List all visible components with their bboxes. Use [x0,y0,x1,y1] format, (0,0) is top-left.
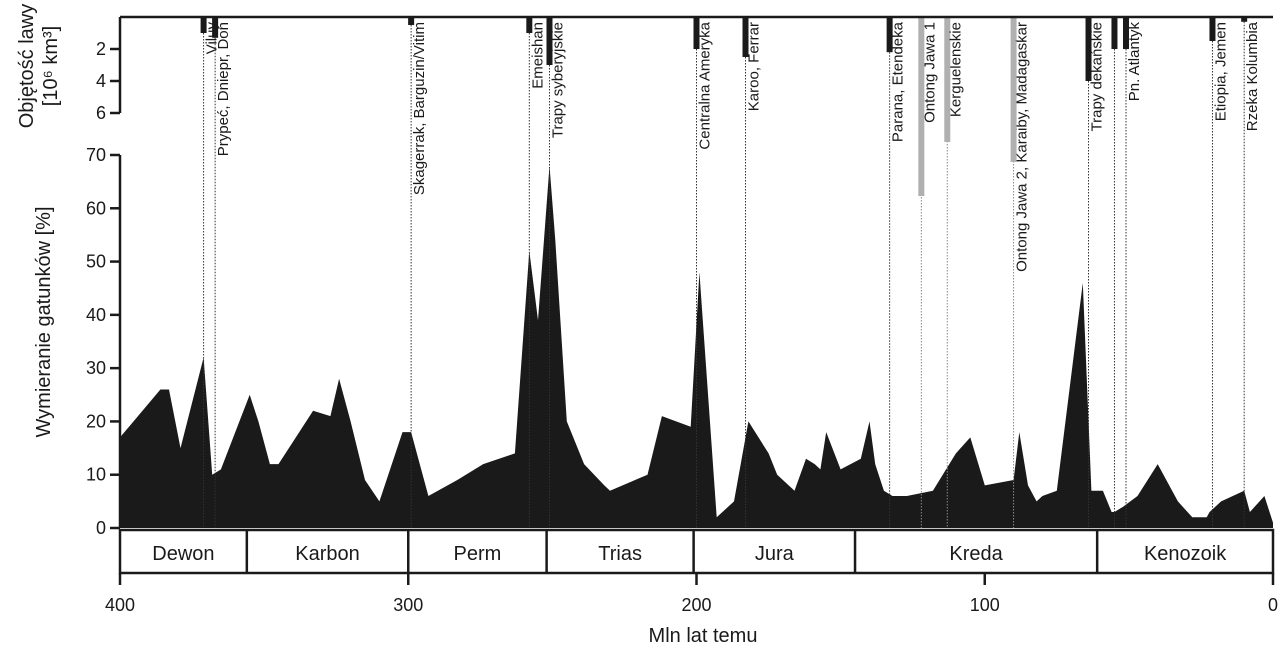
event-label-8: Ontong Jawa 1 [921,22,938,123]
event-label-11: Trapy dekańskie [1089,22,1106,132]
event-label-4: Trapy syberyjskie [549,22,566,138]
volume-axis-title-line2: [10⁶ km³] [40,26,62,106]
event-volume-bar-2 [408,17,415,25]
y-tick-label-20: 20 [86,411,106,431]
period-label-dewon: Dewon [152,543,214,565]
volume-tick-label-6: 6 [96,103,106,123]
y-tick-label-60: 60 [86,198,106,218]
volume-tick-label-2: 2 [96,39,106,59]
event-label-10: Ontong Jawa 2, Karaiby, Madagaskar [1014,22,1031,272]
event-volume-bar-8 [918,17,925,65]
event-label-7: Parana, Etendeka [890,21,907,142]
period-band [118,528,1275,575]
volume-tick-label-4: 4 [96,71,106,91]
event-label-5: Centralna Ameryka [697,21,714,149]
period-label-karbon: Karbon [295,543,360,565]
event-grey-extension-10 [1010,41,1017,162]
y-tick-label-50: 50 [86,252,106,272]
y-tick-label-10: 10 [86,465,106,485]
event-volume-bar-5 [693,17,700,49]
event-volume-bar-6 [742,17,749,57]
event-volume-bar-12 [1111,17,1118,49]
event-volume-bar-13 [1122,17,1129,49]
event-label-14: Etiopia, Jemen [1212,22,1229,121]
y-tick-label-0: 0 [96,518,106,538]
event-label-2: Skagerrak, Barguzin/Vitim [411,22,428,195]
event-label-1: Prypeć, Dniepr, Don [215,22,232,156]
y-axis-title: Wymieranie gatunków [%] [33,206,55,437]
axis-titles-layer: Mln lat temu Wymieranie gatunków [%] Obj… [16,4,757,647]
event-label-3: Emeishan [529,22,546,89]
geologic-periods-layer: Dewon Karbon Perm Trias Jura Kreda Kenozoik [118,528,1275,575]
y-tick-label-40: 40 [86,305,106,325]
event-volume-bar-9 [944,17,951,57]
event-volume-bar-7 [886,17,893,53]
event-grey-extension-9 [944,57,951,142]
y-tick-label-70: 70 [86,145,106,165]
period-label-kreda: Kreda [949,543,1003,565]
event-label-13: Pn. Atlantyk [1126,22,1143,102]
event-volume-bar-10 [1010,17,1017,41]
event-volume-bar-15 [1241,17,1248,22]
period-label-perm: Perm [454,543,502,565]
x-tick-label-200: 200 [681,595,711,615]
event-label-15: Rzeka Kolumbia [1244,21,1261,131]
period-label-jura: Jura [755,543,795,565]
event-volume-bar-3 [526,17,533,33]
event-volume-bar-4 [546,17,553,65]
event-label-9: Kerguelenskie [947,22,964,117]
y-tick-label-30: 30 [86,358,106,378]
event-volume-bar-14 [1209,17,1216,41]
x-tick-label-100: 100 [970,595,1000,615]
period-label-kenozoik: Kenozoik [1144,543,1227,565]
x-axis-title: Mln lat temu [649,625,758,647]
event-label-6: Karoo, Ferrar [746,22,763,111]
period-label-trias: Trias [598,543,642,565]
x-tick-label-400: 400 [105,595,135,615]
event-volume-bar-1 [212,17,219,38]
event-grey-extension-8 [918,65,925,196]
volume-axis-title-line1: Objętość lawy [16,4,38,129]
x-tick-label-300: 300 [393,595,423,615]
x-tick-label-0: 0 [1268,595,1278,615]
event-volume-bar-0 [200,17,207,33]
event-volume-bar-11 [1085,17,1092,81]
